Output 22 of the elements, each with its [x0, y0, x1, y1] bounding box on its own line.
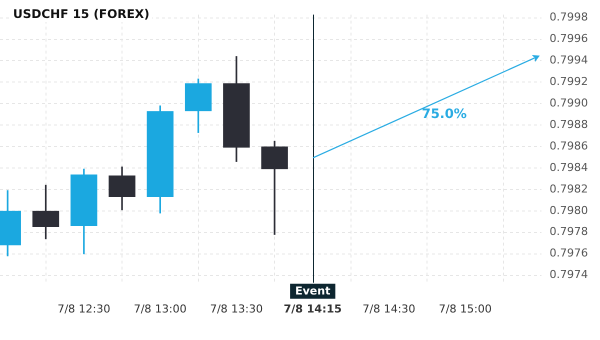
x-tick-label: 7/8 13:30 [210, 302, 263, 316]
annotation: 75.0% [422, 107, 467, 122]
y-tick-label: 0.7994 [550, 54, 588, 67]
y-tick-label: 0.7998 [550, 10, 588, 24]
chart-title: USDCHF 15 (FOREX) [11, 6, 152, 22]
x-tick-label: 7/8 15:00 [438, 302, 492, 316]
y-tick-label: 0.7982 [550, 182, 588, 196]
y-tick-label: 0.7980 [550, 204, 588, 217]
x-tick-label: 7/8 13:00 [134, 302, 187, 316]
y-tick-label: 0.7990 [550, 96, 588, 110]
y-tick-label: 0.7996 [550, 32, 588, 46]
y-tick-label: 0.7976 [550, 246, 588, 260]
y-tick-label: 0.7992 [550, 75, 588, 88]
x-tick-label: 7/8 14:15 [284, 302, 342, 316]
y-tick-label: 0.7974 [550, 268, 588, 282]
y-tick-label: 0.7978 [550, 225, 588, 238]
x-tick-label: 7/8 12:30 [57, 302, 110, 316]
y-tick-label: 0.7986 [550, 139, 588, 152]
ref-line-label: Event [295, 284, 330, 298]
y-tick-label: 0.7984 [550, 160, 588, 174]
x-tick-label: 7/8 14:30 [362, 302, 416, 316]
y-tick-label: 0.7988 [550, 118, 588, 131]
